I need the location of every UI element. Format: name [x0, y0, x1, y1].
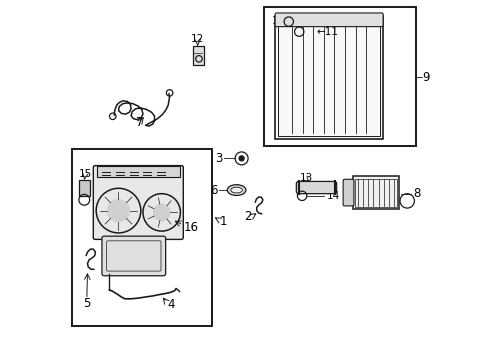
Text: 7: 7 [136, 116, 143, 129]
Bar [79, 180, 89, 196]
Text: 3: 3 [215, 152, 223, 165]
Text: 4: 4 [167, 298, 174, 311]
Text: 16: 16 [183, 221, 198, 234]
Text: 9: 9 [421, 71, 428, 84]
Text: 2: 2 [244, 210, 251, 223]
Bar [264, 7, 415, 146]
Text: 6: 6 [210, 184, 218, 197]
Bar [97, 166, 179, 177]
Text: 13: 13 [300, 173, 313, 183]
Text: 15: 15 [78, 168, 91, 179]
Ellipse shape [230, 187, 242, 193]
FancyBboxPatch shape [343, 179, 353, 206]
Bar [193, 46, 203, 65]
Circle shape [107, 199, 129, 222]
FancyBboxPatch shape [275, 13, 382, 27]
Bar [275, 16, 382, 139]
Bar [352, 176, 399, 209]
Text: 1: 1 [219, 215, 226, 228]
Text: 10: 10 [271, 15, 284, 26]
Ellipse shape [227, 185, 245, 195]
FancyBboxPatch shape [296, 181, 336, 194]
Circle shape [239, 156, 244, 161]
Bar [354, 179, 396, 207]
Bar [277, 19, 380, 136]
FancyBboxPatch shape [102, 236, 165, 276]
Text: 8: 8 [413, 187, 420, 200]
Circle shape [153, 204, 170, 221]
Text: 12: 12 [191, 34, 204, 44]
Text: 14: 14 [326, 191, 339, 201]
Text: ←11: ←11 [316, 27, 338, 37]
FancyBboxPatch shape [93, 166, 183, 239]
Bar [72, 149, 212, 326]
Text: 5: 5 [83, 297, 90, 310]
